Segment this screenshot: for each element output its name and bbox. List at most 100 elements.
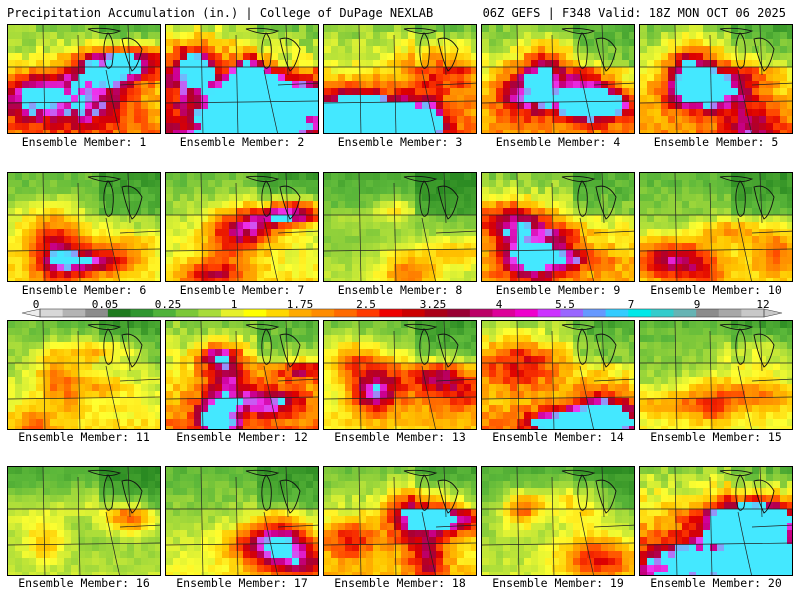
precip-field [640,173,792,281]
legend-tick-label: 1 [230,298,238,311]
precip-field [324,173,476,281]
legend-colorbar [21,308,783,318]
ensemble-map-10 [639,172,793,282]
ensemble-map-3 [323,24,477,134]
legend-tick-label: 7 [627,298,635,311]
ensemble-map-9 [481,172,635,282]
member-caption-5: Ensemble Member: 5 [653,135,779,149]
ensemble-map-2 [165,24,319,134]
precip-field [8,25,160,133]
member-caption-17: Ensemble Member: 17 [176,576,308,590]
precip-field [8,467,160,575]
legend-swatch [175,309,199,317]
member-caption-16: Ensemble Member: 16 [18,576,150,590]
legend-swatch [153,309,177,317]
legend-swatch [492,309,516,317]
ensemble-map-19 [481,466,635,576]
legend-swatch [221,309,245,317]
legend-swatch [537,309,561,317]
member-caption-6: Ensemble Member: 6 [21,283,147,297]
legend-swatch [469,309,493,317]
member-caption-15: Ensemble Member: 15 [650,430,782,444]
legend-tick-label: 4 [495,298,503,311]
legend-swatch [266,309,290,317]
legend-tick-label: 1.75 [286,298,314,311]
ensemble-map-11 [7,320,161,430]
legend-swatch [40,309,64,317]
ensemble-map-1 [7,24,161,134]
valid-time: 06Z GEFS | F348 Valid: 18Z MON OCT 06 20… [482,6,786,20]
legend-swatch [583,309,607,317]
precip-field [640,321,792,429]
legend-tick-label: 2.5 [356,298,376,311]
ensemble-map-15 [639,320,793,430]
member-caption-14: Ensemble Member: 14 [492,430,624,444]
precip-field [482,173,634,281]
member-caption-10: Ensemble Member: 10 [650,283,782,297]
legend-tick-label: 3.25 [419,298,447,311]
member-caption-4: Ensemble Member: 4 [495,135,621,149]
ensemble-map-5 [639,24,793,134]
ensemble-map-12 [165,320,319,430]
legend-swatch [402,309,426,317]
page-title: Precipitation Accumulation (in.) | Colle… [7,6,434,20]
member-caption-18: Ensemble Member: 18 [334,576,466,590]
legend-swatch [130,309,154,317]
member-caption-1: Ensemble Member: 1 [21,135,147,149]
legend-swatch [62,309,86,317]
precip-field [324,25,476,133]
legend-swatch [379,309,403,317]
legend-swatch [650,309,674,317]
legend-swatch [243,309,267,317]
legend-swatch [560,309,584,317]
legend-swatch [288,309,312,317]
precip-field [166,25,318,133]
member-caption-19: Ensemble Member: 19 [492,576,624,590]
legend-tick-label: 0.25 [154,298,182,311]
legend-swatch [628,309,652,317]
precip-field [166,467,318,575]
legend-tick-label: 5.5 [555,298,575,311]
legend-swatch [311,309,335,317]
legend-swatch [696,309,720,317]
ensemble-map-7 [165,172,319,282]
precip-field [482,25,634,133]
member-caption-9: Ensemble Member: 9 [495,283,621,297]
precip-field [324,467,476,575]
precip-field [324,321,476,429]
ensemble-map-20 [639,466,793,576]
legend-swatch [85,309,109,317]
legend-swatch [605,309,629,317]
legend-swatch [718,309,742,317]
legend-swatch [741,309,765,317]
precip-field [482,467,634,575]
precip-field [482,321,634,429]
legend-swatch [198,309,222,317]
member-caption-3: Ensemble Member: 3 [337,135,463,149]
precip-field [8,173,160,281]
member-caption-12: Ensemble Member: 12 [176,430,308,444]
member-caption-7: Ensemble Member: 7 [179,283,305,297]
ensemble-map-4 [481,24,635,134]
legend-tick-label: 0.05 [91,298,119,311]
member-caption-2: Ensemble Member: 2 [179,135,305,149]
member-caption-13: Ensemble Member: 13 [334,430,466,444]
legend-swatch [334,309,358,317]
member-caption-20: Ensemble Member: 20 [650,576,782,590]
precip-field [166,321,318,429]
legend-tick-label: 9 [693,298,701,311]
ensemble-map-17 [165,466,319,576]
legend-tick-label: 12 [756,298,770,311]
legend-tick-label: 0 [32,298,40,311]
legend-swatch [515,309,539,317]
ensemble-map-6 [7,172,161,282]
legend-swatch [673,309,697,317]
member-caption-8: Ensemble Member: 8 [337,283,463,297]
member-caption-11: Ensemble Member: 11 [18,430,150,444]
ensemble-map-14 [481,320,635,430]
ensemble-map-16 [7,466,161,576]
ensemble-map-13 [323,320,477,430]
ensemble-map-8 [323,172,477,282]
legend-swatch [356,309,380,317]
precip-field [8,321,160,429]
